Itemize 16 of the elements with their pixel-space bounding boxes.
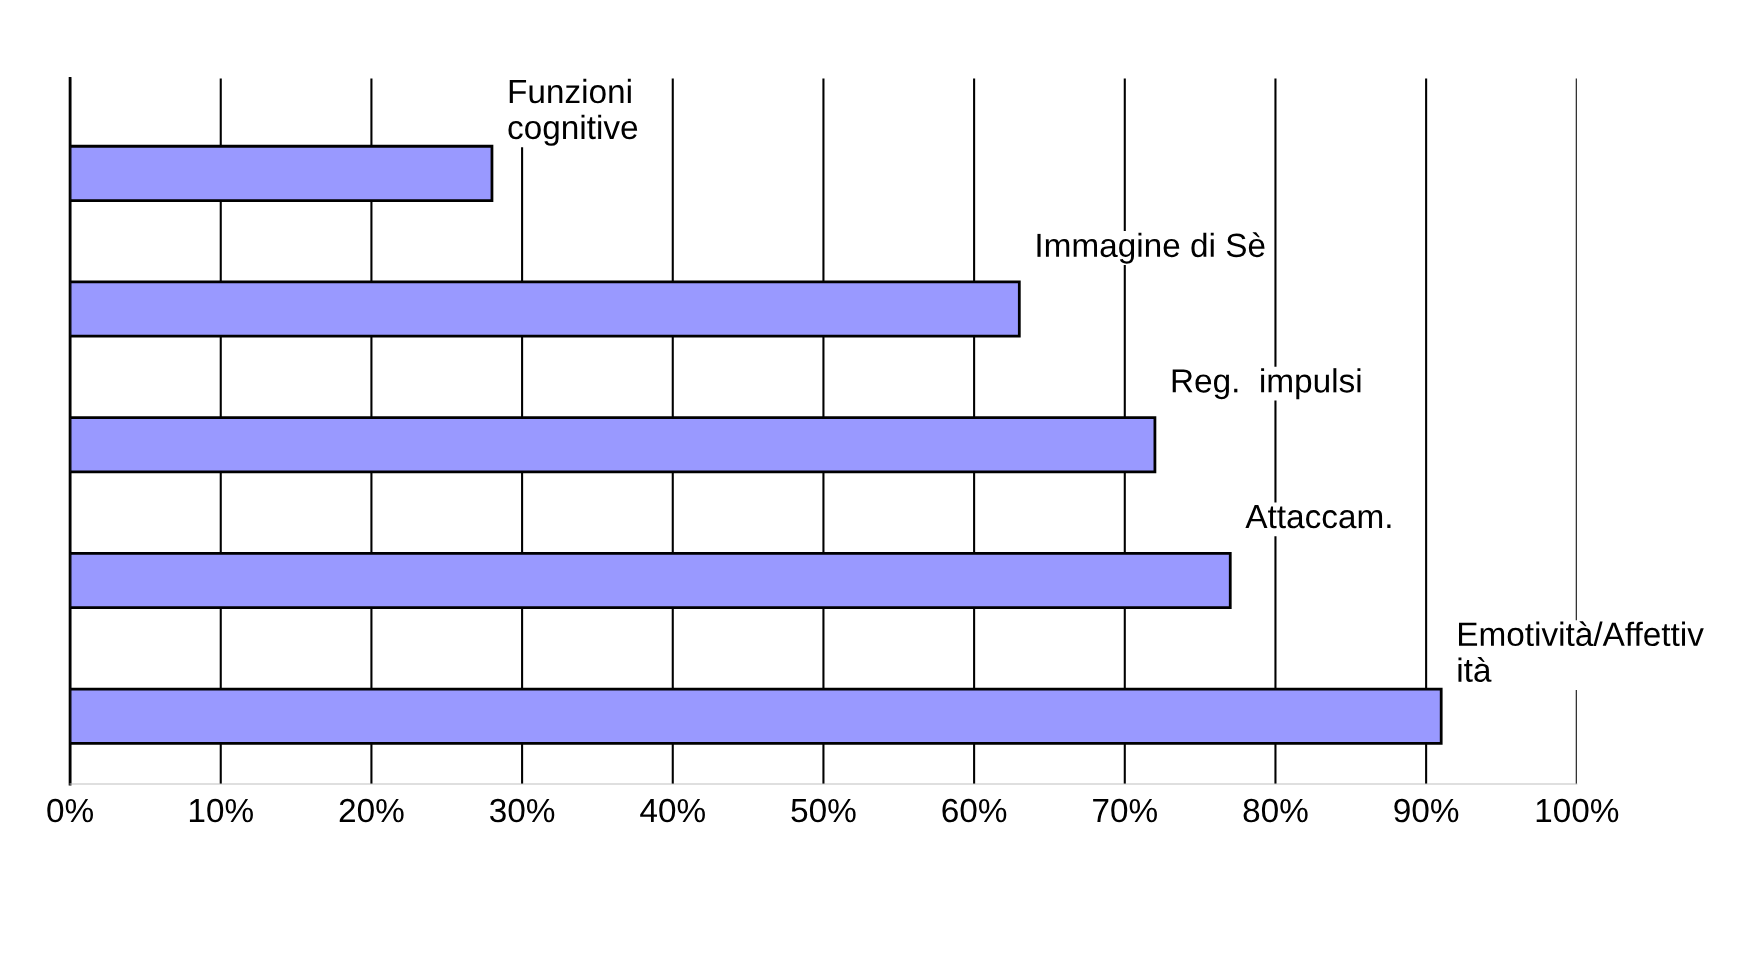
x-tick-label: 30% (490, 798, 555, 823)
y-tick-label: Attaccam. (1245, 505, 1391, 529)
y-tick-label: Immagine di Sè (1037, 232, 1265, 264)
x-tick-label: 10% (189, 798, 253, 823)
x-tick-label: 100% (1536, 798, 1619, 823)
x-tick-label: 70% (1093, 798, 1157, 823)
y-tick-label: Emotività/Affettiv ità (1458, 621, 1704, 682)
x-tick-label: 0% (47, 798, 93, 823)
x-tick-label: 80% (1243, 798, 1308, 823)
y-tick-label: Funzioni cognitive (508, 78, 638, 146)
x-tick-label: 90% (1394, 798, 1459, 823)
x-tick-label: 60% (942, 798, 1007, 823)
x-tick-label: 40% (640, 798, 705, 823)
x-tick-label: 50% (791, 798, 856, 823)
y-tick-label: Reg. impulsi (1172, 368, 1361, 400)
x-tick-label: 20% (339, 798, 404, 823)
